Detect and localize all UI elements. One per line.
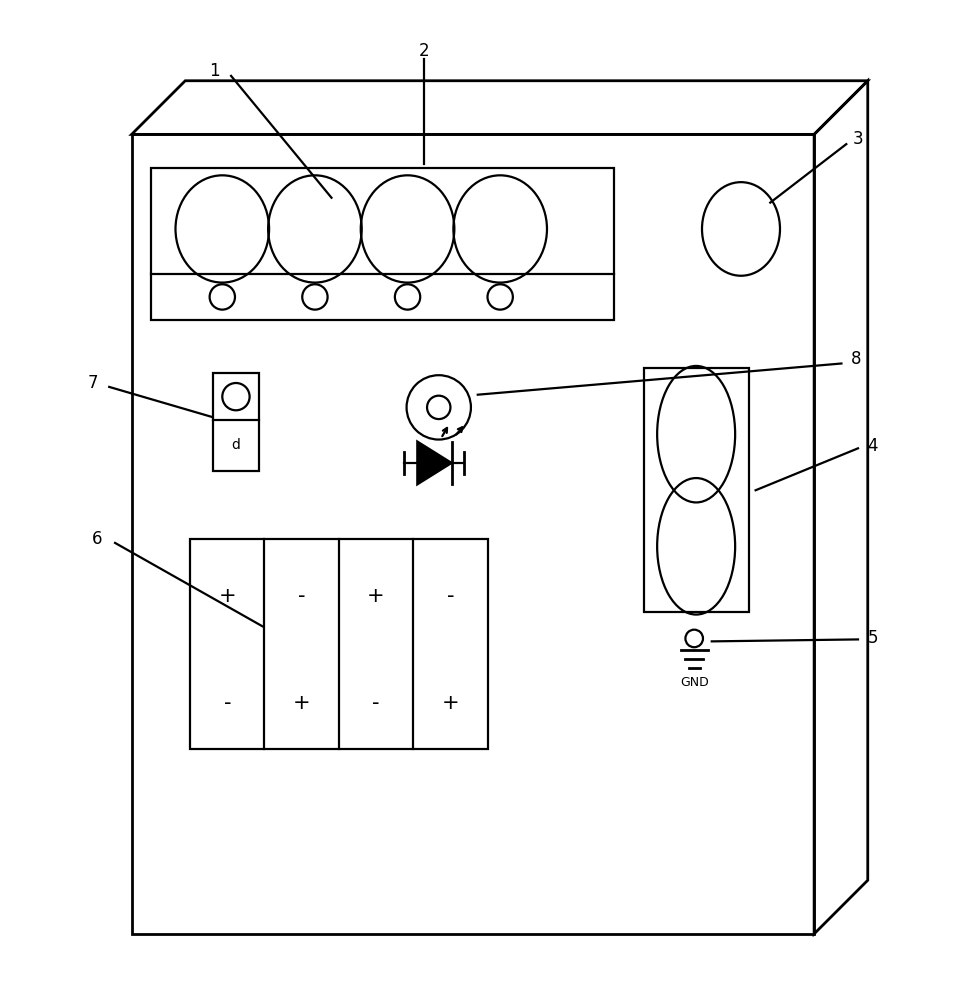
Bar: [190, 539, 488, 749]
Bar: [213, 373, 259, 471]
Text: +: +: [368, 586, 385, 606]
Polygon shape: [417, 442, 451, 484]
Text: 1: 1: [210, 62, 219, 80]
Text: 5: 5: [868, 629, 878, 647]
Bar: [644, 368, 749, 612]
Text: d: d: [231, 438, 241, 452]
Text: -: -: [372, 693, 379, 713]
Text: -: -: [298, 586, 305, 606]
Bar: [151, 168, 614, 320]
Text: GND: GND: [680, 676, 709, 689]
Text: 6: 6: [93, 530, 102, 548]
Text: -: -: [447, 586, 454, 606]
Text: +: +: [442, 693, 459, 713]
Text: 3: 3: [853, 130, 863, 148]
Text: +: +: [292, 693, 310, 713]
Text: -: -: [223, 693, 231, 713]
Text: +: +: [218, 586, 236, 606]
Text: 7: 7: [88, 374, 98, 392]
Text: 2: 2: [419, 42, 429, 60]
Text: 8: 8: [851, 350, 861, 368]
Text: 4: 4: [868, 437, 878, 455]
